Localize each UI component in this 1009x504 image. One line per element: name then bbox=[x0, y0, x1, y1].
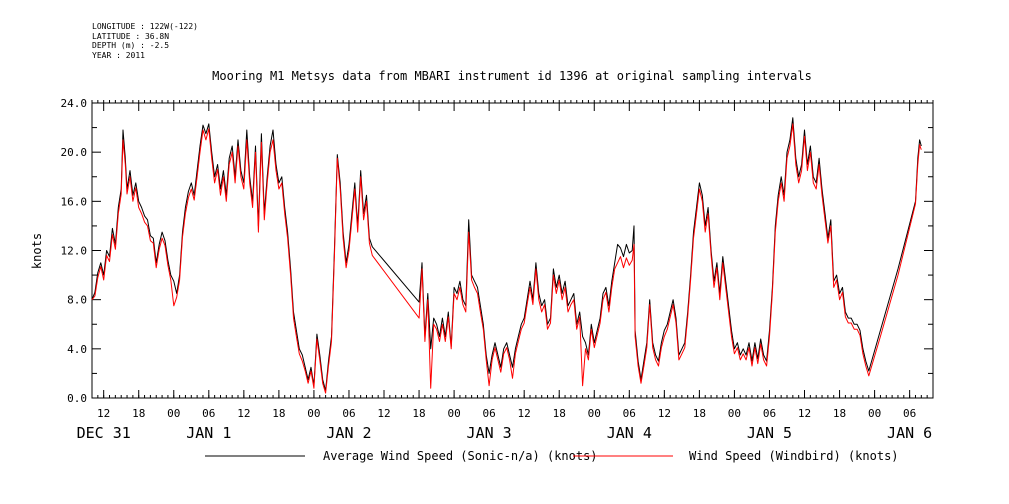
x-hour-label: 18 bbox=[833, 407, 846, 420]
series-group bbox=[91, 117, 922, 394]
x-hour-label: 00 bbox=[868, 407, 881, 420]
metadata-block: LONGITUDE : 122W(-122) LATITUDE : 36.8N … bbox=[92, 22, 198, 60]
latitude-label: LATITUDE : 36.8N bbox=[92, 31, 170, 41]
x-hour-label: 00 bbox=[307, 407, 320, 420]
x-hour-label: 00 bbox=[588, 407, 601, 420]
y-tick-label: 4.0 bbox=[67, 343, 87, 356]
x-hour-label: 12 bbox=[658, 407, 671, 420]
x-hour-label: 06 bbox=[202, 407, 215, 420]
y-tick-label: 12.0 bbox=[61, 245, 88, 258]
y-tick-label: 16.0 bbox=[61, 195, 88, 208]
x-hour-label: 06 bbox=[903, 407, 916, 420]
x-hour-label: 00 bbox=[728, 407, 741, 420]
x-hour-label: 12 bbox=[97, 407, 110, 420]
x-hour-label: 12 bbox=[237, 407, 250, 420]
depth-label: DEPTH (m) : -2.5 bbox=[92, 41, 170, 50]
x-hour-label: 18 bbox=[412, 407, 425, 420]
series-line-1 bbox=[91, 117, 922, 392]
x-day-label: JAN 2 bbox=[326, 424, 371, 442]
x-hour-label: 06 bbox=[483, 407, 496, 420]
x-hour-label: 06 bbox=[623, 407, 636, 420]
x-day-label: JAN 5 bbox=[747, 424, 792, 442]
longitude-label: LONGITUDE : 122W(-122) bbox=[92, 22, 198, 31]
x-hour-label: 18 bbox=[693, 407, 706, 420]
x-hour-label: 06 bbox=[763, 407, 776, 420]
x-hour-label: 12 bbox=[518, 407, 531, 420]
chart-title: Mooring M1 Metsys data from MBARI instru… bbox=[212, 69, 812, 83]
y-tick-label: 24.0 bbox=[61, 97, 88, 110]
x-hour-label: 12 bbox=[377, 407, 390, 420]
x-hour-label: 18 bbox=[132, 407, 145, 420]
x-hour-label: 18 bbox=[272, 407, 285, 420]
x-hour-label: 06 bbox=[342, 407, 355, 420]
legend-label-1: Average Wind Speed (Sonic-n/a) (knots) bbox=[323, 449, 598, 463]
x-hour-label: 00 bbox=[447, 407, 460, 420]
x-hour-label: 18 bbox=[553, 407, 566, 420]
y-tick-label: 0.0 bbox=[67, 392, 87, 405]
series-line-2 bbox=[91, 123, 922, 394]
x-day-label: JAN 3 bbox=[467, 424, 512, 442]
x-day-label: JAN 4 bbox=[607, 424, 652, 442]
y-tick-label: 20.0 bbox=[61, 146, 88, 159]
x-hour-label: 12 bbox=[798, 407, 811, 420]
plot-frame bbox=[91, 102, 934, 399]
y-axis-label: knots bbox=[30, 233, 44, 269]
year-label: YEAR : 2011 bbox=[92, 50, 145, 60]
axes-group: 0.0 4.0 8.0 12.0 16.0 20.0 24.0 12 18 00 06 12 18 00 0… bbox=[61, 97, 934, 442]
legend: Average Wind Speed (Sonic-n/a) (knots) Wi… bbox=[205, 449, 899, 463]
x-hour-label: 00 bbox=[167, 407, 180, 420]
y-tick-label: 8.0 bbox=[67, 294, 87, 307]
x-day-label: DEC 31 bbox=[77, 424, 131, 442]
legend-label-2: Wind Speed (Windbird) (knots) bbox=[689, 449, 899, 463]
x-day-label: JAN 1 bbox=[186, 424, 231, 442]
x-day-label: JAN 6 bbox=[887, 424, 932, 442]
